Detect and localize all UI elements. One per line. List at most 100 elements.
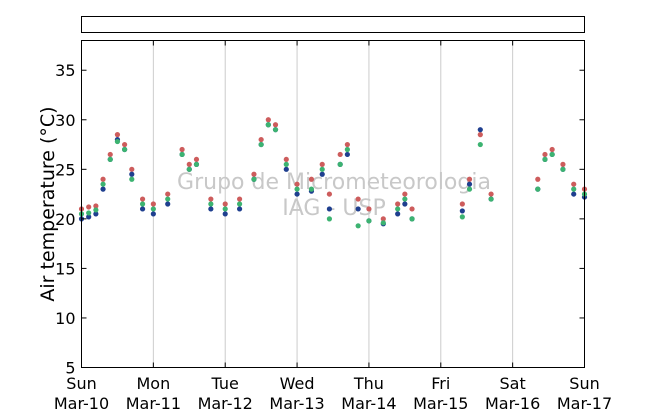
data-point <box>337 151 343 158</box>
x-tick-date: Mar-15 <box>413 394 468 409</box>
data-point <box>208 196 214 202</box>
x-tick-day: Tue <box>211 374 239 393</box>
data-point <box>265 122 271 128</box>
data-point <box>208 206 214 212</box>
data-point <box>150 206 156 212</box>
data-point <box>283 161 289 167</box>
y-tick-label: 15 <box>55 259 75 278</box>
data-point <box>165 196 171 202</box>
data-point <box>560 166 566 172</box>
data-point <box>93 207 99 213</box>
data-point <box>535 176 541 182</box>
plot-frame <box>81 40 585 368</box>
data-point <box>236 201 243 207</box>
series-0 <box>78 117 588 222</box>
data-point <box>222 206 228 212</box>
data-point <box>100 181 106 187</box>
data-point <box>380 220 386 226</box>
data-point <box>326 206 333 212</box>
data-point <box>542 151 548 158</box>
data-point <box>236 196 243 202</box>
data-point <box>366 206 372 212</box>
data-point <box>560 161 566 167</box>
data-point <box>208 201 214 207</box>
data-point <box>409 216 415 222</box>
data-point <box>571 186 577 192</box>
data-point <box>122 141 128 148</box>
data-point <box>459 201 465 207</box>
data-point <box>107 151 113 158</box>
data-point <box>251 176 257 182</box>
data-point <box>542 156 548 163</box>
y-tick-label: 30 <box>55 111 75 130</box>
data-point <box>193 161 200 167</box>
data-point <box>93 211 99 217</box>
data-point <box>477 132 483 138</box>
data-point <box>466 181 473 187</box>
data-point <box>186 166 192 172</box>
data-points <box>78 117 588 229</box>
data-point <box>402 191 408 197</box>
y-axis-ticks: 5 10 15 20 25 30 35 <box>55 61 585 378</box>
x-tick-day: Mon <box>136 374 170 393</box>
data-point <box>466 176 473 182</box>
data-point <box>294 181 300 187</box>
x-tick-date: Mar-10 <box>54 394 109 409</box>
data-point <box>355 206 361 212</box>
data-point <box>186 161 192 167</box>
data-point <box>236 206 243 212</box>
data-point <box>395 201 401 207</box>
data-point <box>535 186 541 192</box>
data-point <box>139 196 146 202</box>
x-tick-date: Mar-13 <box>269 394 324 409</box>
data-point <box>272 127 279 133</box>
data-point <box>459 208 465 214</box>
data-point <box>355 196 361 202</box>
x-tick-date: Mar-16 <box>485 394 540 409</box>
data-point <box>114 138 121 145</box>
data-point <box>466 186 473 192</box>
data-point <box>86 214 92 220</box>
data-point <box>308 176 315 182</box>
data-point <box>139 201 146 207</box>
data-point <box>258 136 264 143</box>
data-point <box>355 223 361 229</box>
data-point <box>139 206 146 212</box>
x-tick-date: Mar-17 <box>557 394 612 409</box>
data-point <box>86 210 92 216</box>
data-point <box>488 196 494 202</box>
data-point <box>549 146 555 153</box>
data-point <box>366 218 372 224</box>
data-point <box>549 151 555 158</box>
x-tick-day: Sat <box>500 374 526 393</box>
data-point <box>294 186 300 192</box>
series-2 <box>78 122 588 229</box>
y-axis-label: Air temperature (°C) <box>37 106 59 301</box>
legend-box <box>81 16 585 33</box>
data-point <box>326 216 333 222</box>
x-axis-ticks: SunMar-10MonMar-11TueMar-12WedMar-13ThuM… <box>54 40 612 409</box>
y-tick-label: 35 <box>55 61 75 80</box>
data-point <box>283 166 289 172</box>
data-point <box>395 206 401 212</box>
watermark: Grupo de Micrometeorologia IAG - USP <box>177 170 491 221</box>
data-point <box>129 166 135 172</box>
data-point <box>129 171 135 177</box>
data-point <box>319 161 325 167</box>
data-point <box>283 156 289 163</box>
data-point <box>165 191 171 197</box>
data-point <box>571 181 577 187</box>
x-tick-date: Mar-11 <box>126 394 181 409</box>
x-tick-date: Mar-12 <box>198 394 253 409</box>
data-point <box>179 151 185 158</box>
x-tick-day: Fri <box>431 374 450 393</box>
data-point <box>86 204 92 210</box>
x-tick-day: Sun <box>569 374 599 393</box>
watermark-line-1: Grupo de Micrometeorologia <box>177 170 491 195</box>
y-tick-label: 25 <box>55 160 75 179</box>
data-point <box>326 191 333 197</box>
data-point <box>319 166 325 172</box>
data-point <box>93 203 99 209</box>
data-point <box>129 176 135 182</box>
